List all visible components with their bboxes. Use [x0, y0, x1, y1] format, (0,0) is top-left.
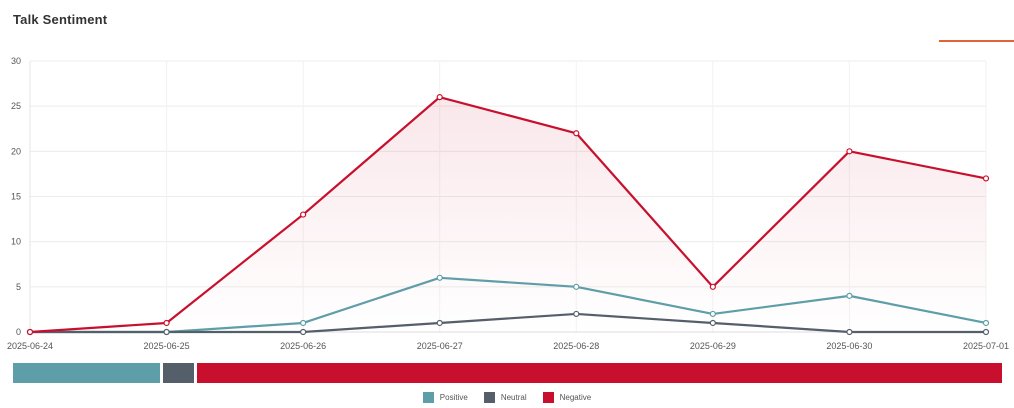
y-tick-label: 30: [11, 56, 21, 66]
series-area-negative: [30, 97, 986, 332]
point-neutral[interactable]: [163, 328, 170, 336]
chart-title: Talk Sentiment: [13, 12, 108, 27]
point-neutral[interactable]: [709, 319, 716, 327]
line-layer: [29, 96, 987, 334]
point-positive[interactable]: [573, 283, 580, 290]
point-neutral[interactable]: [573, 310, 580, 318]
y-tick-label: 5: [16, 282, 21, 292]
point-negative[interactable]: [846, 148, 853, 155]
legend-label: Positive: [439, 393, 468, 402]
chart-legend: Positive Neutral Negative: [0, 392, 1014, 403]
point-negative[interactable]: [709, 283, 716, 290]
y-tick-label: 15: [11, 192, 21, 202]
point-negative[interactable]: [573, 130, 580, 137]
y-tick-label: 0: [16, 327, 21, 337]
accent-line: [939, 40, 1014, 42]
legend-swatch: [483, 392, 495, 403]
point-neutral[interactable]: [982, 328, 990, 336]
y-tick-label: 25: [11, 101, 21, 111]
legend-label: Neutral: [500, 393, 527, 402]
series-line-negative: [29, 96, 987, 334]
legend-label: Negative: [559, 393, 592, 402]
y-tick-label: 10: [11, 237, 21, 247]
legend-swatch: [542, 392, 554, 403]
point-positive[interactable]: [300, 319, 307, 327]
point-positive[interactable]: [436, 274, 443, 281]
x-tick-label: 2025-06-30: [826, 341, 872, 351]
point-positive[interactable]: [846, 292, 853, 299]
distribution-segment-negative[interactable]: [197, 363, 1002, 383]
x-axis-ticks: 2025-06-24 2025-06-25 2025-06-26 2025-06-27…: [7, 341, 1009, 351]
point-neutral[interactable]: [846, 328, 853, 336]
x-tick-label: 2025-06-24: [7, 341, 53, 351]
legend-item-neutral[interactable]: Neutral: [483, 392, 527, 403]
point-neutral[interactable]: [436, 319, 443, 327]
point-negative[interactable]: [163, 319, 170, 327]
x-tick-label: 2025-06-29: [690, 341, 736, 351]
distribution-segment-neutral[interactable]: [163, 363, 195, 383]
point-negative[interactable]: [26, 328, 34, 336]
y-axis-ticks: 0 5 10 15 20 25 30: [11, 56, 21, 337]
x-tick-label: 2025-07-01: [963, 341, 1009, 351]
y-tick-label: 20: [11, 146, 21, 156]
point-neutral[interactable]: [300, 328, 307, 336]
legend-swatch: [422, 392, 434, 403]
point-negative[interactable]: [982, 175, 990, 182]
point-positive[interactable]: [982, 319, 990, 327]
point-negative[interactable]: [300, 211, 307, 218]
x-tick-label: 2025-06-27: [417, 341, 463, 351]
point-negative[interactable]: [436, 94, 443, 101]
point-positive[interactable]: [709, 310, 716, 318]
distribution-segment-positive[interactable]: [13, 363, 161, 383]
legend-item-negative[interactable]: Negative: [542, 392, 592, 403]
point-layer[interactable]: [26, 94, 990, 336]
sentiment-distribution-bar: [13, 363, 1002, 383]
legend-item-positive[interactable]: Positive: [422, 392, 468, 403]
series-line-positive: [30, 276, 987, 334]
x-tick-label: 2025-06-25: [144, 341, 190, 351]
x-tick-label: 2025-06-28: [553, 341, 599, 351]
x-tick-label: 2025-06-26: [280, 341, 326, 351]
series-line-neutral: [30, 312, 986, 334]
area-layer: [30, 97, 986, 332]
